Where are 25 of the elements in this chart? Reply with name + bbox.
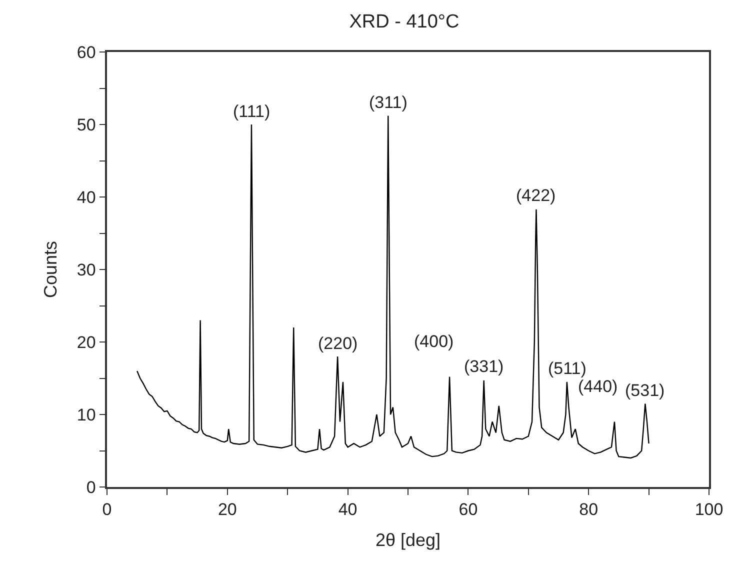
y-tick-label: 0 xyxy=(86,478,96,497)
annotation: (422) xyxy=(516,186,556,205)
annotation: (511) xyxy=(548,359,586,378)
x-tick-label: 80 xyxy=(579,500,598,520)
chart-title: XRD - 410°C xyxy=(349,11,460,32)
annotation: (220) xyxy=(318,334,358,353)
y-tick-label: 40 xyxy=(76,188,96,207)
annotation: (440) xyxy=(578,377,618,396)
annotation: (531) xyxy=(625,381,665,400)
y-axis-title: Counts xyxy=(40,240,61,298)
annotation: (331) xyxy=(464,357,504,376)
x-tick-label: 40 xyxy=(338,500,358,520)
annotation: (311) xyxy=(369,93,408,112)
x-tick-label: 60 xyxy=(458,500,478,520)
x-axis-title: 2θ [deg] xyxy=(375,530,441,550)
y-tick-label: 50 xyxy=(76,115,96,134)
x-tick-label: 0 xyxy=(102,500,112,520)
y-tick-label: 10 xyxy=(76,405,96,424)
y-tick-label: 30 xyxy=(76,260,96,280)
x-tick-label: 20 xyxy=(218,500,237,520)
y-tick-label: 60 xyxy=(76,42,96,62)
annotation: (400) xyxy=(414,332,454,351)
annotation: (111) xyxy=(233,102,270,121)
x-tick-label: 100 xyxy=(694,500,724,520)
y-tick-label: 20 xyxy=(76,332,96,352)
